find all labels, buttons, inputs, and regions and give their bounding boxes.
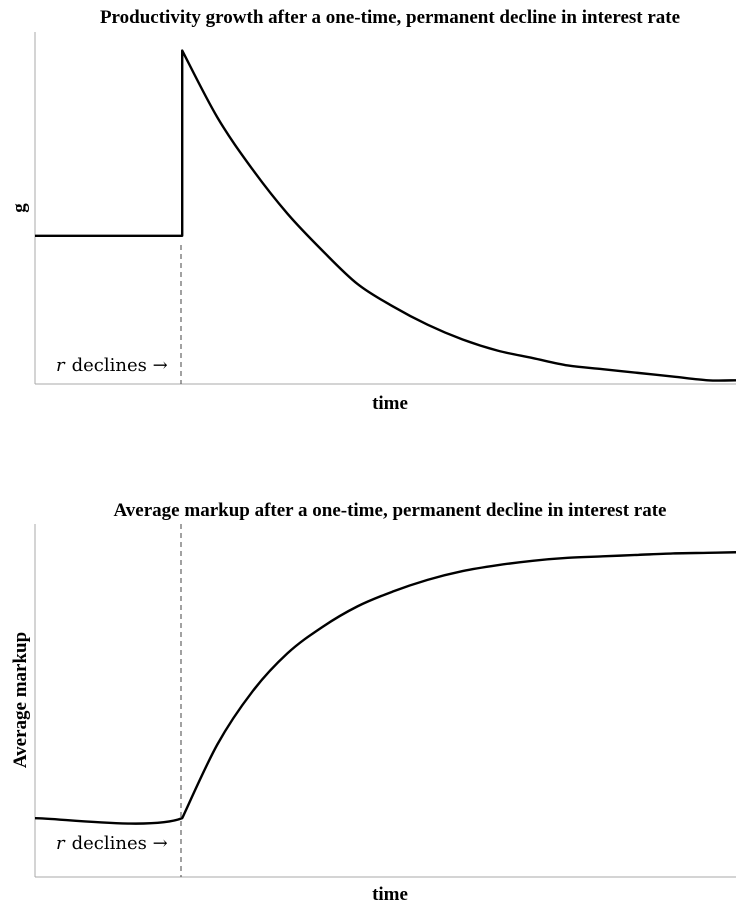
chart-productivity: Productivity growth after a one-time, pe… [9,7,736,414]
y-axis-label: Average markup [10,632,31,768]
y-axis-label: g [9,203,30,213]
series-line-g [34,49,736,382]
series-line-markup [34,551,736,825]
x-axis-label: time [372,884,408,905]
annotation-r-declines: r declines → [56,355,168,376]
annotation-r-declines: r declines → [56,833,168,854]
chart-title: Average markup after a one-time, permane… [114,500,667,521]
x-axis-label: time [372,393,408,414]
chart-markup: Average markup after a one-time, permane… [10,500,736,905]
chart-title: Productivity growth after a one-time, pe… [100,7,680,28]
